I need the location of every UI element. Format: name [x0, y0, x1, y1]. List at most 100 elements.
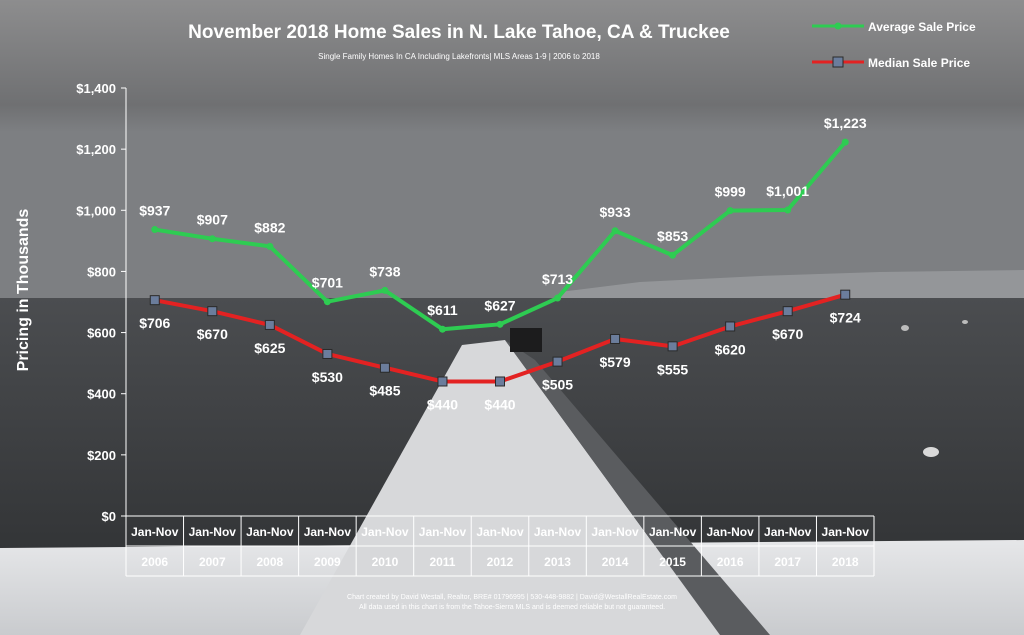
median-data-label: $485: [369, 383, 400, 399]
average-price-point: [381, 286, 389, 294]
median-data-label: $724: [830, 310, 861, 326]
x-year-label: 2011: [429, 555, 455, 569]
median-data-label: $505: [542, 377, 573, 393]
x-period-label: Jan-Nov: [419, 525, 467, 539]
x-year-label: 2014: [602, 555, 629, 569]
y-tick-label: $1,000: [76, 203, 116, 218]
median-price-point: [264, 319, 275, 330]
x-year-label: 2016: [717, 555, 744, 569]
average-price-point: [208, 235, 216, 243]
y-tick-label: $0: [102, 509, 116, 524]
footer-disclaimer: All data used in this chart is from the …: [358, 604, 666, 611]
median-price-point: [322, 348, 333, 359]
average-data-label: $933: [599, 204, 630, 220]
x-period-label: Jan-Nov: [476, 525, 524, 539]
median-data-label: $440: [427, 396, 458, 412]
average-price-point: [611, 227, 619, 235]
average-price-point: [726, 207, 734, 215]
average-price-point: [266, 242, 274, 250]
y-tick-label: $1,400: [76, 81, 116, 96]
average-price-point: [496, 320, 504, 328]
x-year-label: 2006: [141, 555, 168, 569]
average-data-label: $701: [312, 275, 343, 291]
median-data-label: $670: [772, 326, 803, 342]
series-layer: [149, 138, 851, 387]
legend-median: Median Sale Price: [810, 46, 1016, 82]
average-price-point: [438, 325, 446, 333]
x-period-label: Jan-Nov: [822, 525, 870, 539]
median-price-point: [379, 362, 390, 373]
average-price-point: [669, 251, 677, 259]
average-price-point: [323, 298, 331, 306]
legend-median-swatch: [812, 56, 864, 68]
median-data-label: $706: [139, 315, 170, 331]
y-tick-label: $800: [87, 264, 116, 279]
legend-average: Average Sale Price: [810, 10, 1016, 46]
median-price-point: [610, 333, 621, 344]
chart-title: November 2018 Home Sales in N. Lake Taho…: [188, 22, 730, 43]
x-period-label: Jan-Nov: [189, 525, 237, 539]
x-period-label: Jan-Nov: [304, 525, 352, 539]
y-tick-labels: $0 $200 $400 $600 $800 $1,000 $1,200 $1,400: [76, 81, 116, 524]
x-period-label: Jan-Nov: [246, 525, 294, 539]
legend-median-label: Median Sale Price: [868, 56, 971, 70]
x-period-label: Jan-Nov: [649, 525, 697, 539]
average-data-label: $1,001: [766, 183, 809, 199]
chart-footer: Chart created by David Westall, Realtor,…: [0, 593, 1024, 613]
average-data-label: $937: [139, 203, 170, 219]
x-year-label: 2008: [256, 555, 283, 569]
median-price-point: [495, 376, 505, 387]
x-year-label: 2007: [199, 555, 226, 569]
x-year-label: 2013: [544, 555, 571, 569]
y-tick-label: $200: [87, 448, 116, 463]
x-period-label: Jan-Nov: [131, 525, 179, 539]
average-data-label: $627: [484, 297, 515, 313]
x-year-label: 2010: [372, 555, 399, 569]
median-price-point: [552, 356, 563, 367]
median-price-point: [782, 306, 793, 317]
chart-subtitle: Single Family Homes In CA Including Lake…: [318, 52, 600, 61]
median-data-label: $530: [312, 369, 343, 385]
average-data-label: $882: [254, 219, 285, 235]
median-price-point: [840, 289, 851, 300]
average-data-label: $1,223: [824, 115, 867, 131]
median-data-label: $620: [715, 341, 746, 357]
footer-credit: Chart created by David Westall, Realtor,…: [347, 594, 677, 601]
average-data-label: $611: [427, 302, 458, 318]
x-year-label: 2018: [832, 555, 859, 569]
average-price-point: [151, 226, 159, 234]
x-year-label: 2012: [487, 555, 514, 569]
legend: Average Sale Price Median Sale Price: [810, 10, 1016, 82]
legend-average-label: Average Sale Price: [868, 20, 976, 34]
average-data-label: $907: [197, 212, 228, 228]
x-period-label: Jan-Nov: [361, 525, 409, 539]
average-data-label: $853: [657, 228, 688, 244]
x-year-label: 2015: [659, 555, 686, 569]
data-labels: $937 $907 $882 $701 $738 $611 $627 $713 $933 $853…: [139, 115, 867, 412]
median-data-label: $670: [197, 326, 228, 342]
x-year-label: 2009: [314, 555, 341, 569]
median-price-point: [725, 321, 736, 332]
median-data-label: $440: [484, 396, 515, 412]
y-tick-label: $400: [87, 387, 116, 402]
average-data-label: $713: [542, 271, 573, 287]
x-year-label: 2017: [774, 555, 801, 569]
median-price-point: [667, 341, 678, 352]
median-data-label: $625: [254, 340, 285, 356]
x-category-labels: Jan-Nov 2006 Jan-Nov 2007 Jan-Nov 2008 Jan-Nov…: [131, 525, 869, 569]
axes: [121, 87, 875, 577]
y-tick-label: $1,200: [76, 142, 116, 157]
average-data-label: $738: [369, 263, 400, 279]
median-price-point: [207, 306, 218, 317]
median-price-point: [437, 376, 448, 387]
median-price-point: [149, 295, 160, 306]
average-price-point: [784, 206, 792, 214]
average-price-point: [554, 294, 562, 302]
median-data-label: $579: [599, 354, 630, 370]
y-tick-label: $600: [87, 326, 116, 341]
y-axis-label: Pricing in Thousands: [15, 208, 32, 372]
x-period-label: Jan-Nov: [591, 525, 639, 539]
x-period-label: Jan-Nov: [764, 525, 812, 539]
